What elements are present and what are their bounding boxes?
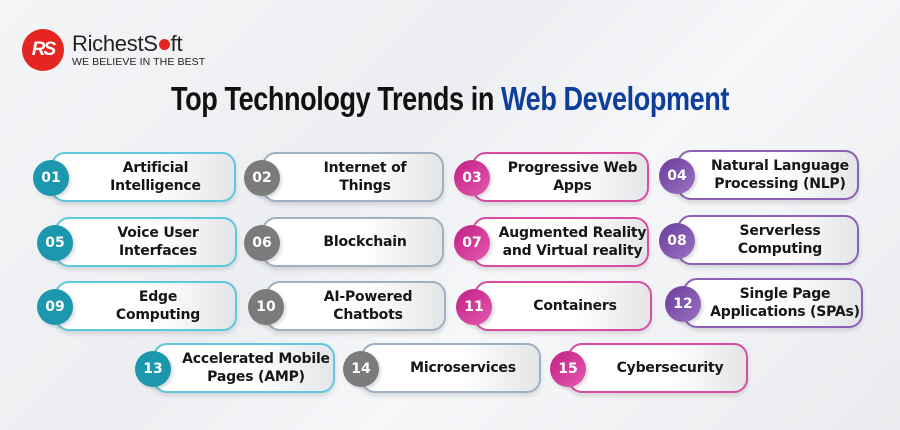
trend-number-badge: 10	[248, 289, 284, 325]
trend-label: Blockchain	[323, 234, 407, 250]
trend-label: Progressive Web Apps	[507, 160, 638, 194]
trend-number-badge: 06	[244, 225, 280, 261]
trend-label: Artificial Intelligence	[110, 160, 201, 194]
trend-card-08: Serverless Computing 08	[659, 215, 859, 265]
brand-name: RichestS ft	[72, 30, 183, 56]
trend-number-badge: 12	[665, 286, 701, 322]
trend-label: Internet of Things	[323, 160, 407, 194]
trend-number-badge: 08	[659, 223, 695, 259]
trend-number-badge: 11	[456, 289, 492, 325]
trend-label: Natural Language Processing (NLP)	[711, 158, 849, 192]
trend-card-13: Accelerated Mobile Pages (AMP) 13	[135, 343, 335, 393]
trend-card-05: Voice User Interfaces 05	[37, 217, 237, 267]
trend-card-01: Artificial Intelligence 01	[33, 152, 236, 202]
trend-card-12: Single Page Applications (SPAs) 12	[665, 278, 863, 328]
trend-card-06: Blockchain 06	[244, 217, 444, 267]
trend-card-11: Containers 11	[456, 281, 652, 331]
trend-number-badge: 14	[343, 351, 379, 387]
trend-label: Voice User Interfaces	[117, 225, 199, 259]
trend-number-badge: 15	[550, 351, 586, 387]
trend-card-07: Augmented Reality and Virtual reality 07	[454, 217, 649, 267]
trend-card-03: Progressive Web Apps 03	[454, 152, 649, 202]
trend-label: Cybersecurity	[616, 360, 724, 376]
brand-logo: RS RichestS ft WE BELIEVE IN THE BEST	[22, 29, 205, 71]
brand-tagline: WE BELIEVE IN THE BEST	[72, 55, 206, 68]
trend-number-badge: 04	[659, 158, 695, 194]
trend-card-15: Cybersecurity 15	[550, 343, 748, 393]
trend-label: Serverless Computing	[737, 223, 823, 257]
logo-mark-icon: RS	[22, 29, 64, 71]
trend-label: AI-Powered Chatbots	[323, 289, 413, 323]
brand-dot-icon	[158, 38, 170, 50]
trend-number-badge: 01	[33, 160, 69, 196]
trend-label: Single Page Applications (SPAs)	[710, 286, 860, 320]
trend-label: Augmented Reality and Virtual reality	[498, 225, 647, 259]
trend-number-badge: 03	[454, 160, 490, 196]
trend-number-badge: 02	[244, 160, 280, 196]
trend-number-badge: 09	[37, 289, 73, 325]
trend-card-09: Edge Computing 09	[37, 281, 237, 331]
trend-card-10: AI-Powered Chatbots 10	[248, 281, 446, 331]
trend-card-02: Internet of Things 02	[244, 152, 444, 202]
trend-label: Containers	[533, 298, 617, 314]
page-title: Top Technology Trends in Web Development	[171, 80, 729, 117]
trend-card-04: Natural Language Processing (NLP) 04	[659, 150, 859, 200]
trend-card-14: Microservices 14	[343, 343, 541, 393]
trend-number-badge: 05	[37, 225, 73, 261]
title-accent: Web Development	[501, 80, 729, 117]
trend-number-badge: 07	[454, 225, 490, 261]
trend-label: Accelerated Mobile Pages (AMP)	[182, 351, 330, 385]
trend-number-badge: 13	[135, 351, 171, 387]
trend-label: Edge Computing	[115, 289, 201, 323]
trend-label: Microservices	[410, 360, 516, 376]
